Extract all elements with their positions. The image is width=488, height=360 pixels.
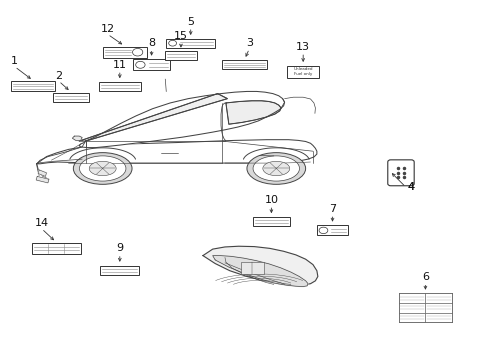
Text: 1: 1 — [11, 56, 18, 66]
Bar — [240, 262, 264, 274]
Circle shape — [168, 40, 176, 46]
Text: 5: 5 — [187, 17, 194, 27]
Text: 13: 13 — [296, 42, 309, 52]
Ellipse shape — [73, 153, 132, 184]
Bar — [99, 82, 141, 91]
Bar — [165, 51, 196, 60]
Bar — [398, 293, 425, 303]
Bar — [398, 293, 451, 322]
Text: 4: 4 — [407, 182, 413, 192]
Circle shape — [132, 49, 142, 56]
Polygon shape — [79, 94, 227, 141]
Polygon shape — [212, 256, 307, 287]
Text: 9: 9 — [116, 243, 123, 253]
Ellipse shape — [79, 156, 126, 181]
Polygon shape — [203, 246, 317, 285]
Text: 12: 12 — [101, 24, 114, 34]
Text: 3: 3 — [245, 38, 252, 48]
Ellipse shape — [263, 161, 289, 176]
Polygon shape — [38, 170, 46, 176]
Text: 2: 2 — [55, 71, 62, 81]
Circle shape — [319, 227, 327, 234]
Bar — [425, 312, 451, 322]
Polygon shape — [79, 91, 284, 148]
FancyBboxPatch shape — [387, 160, 413, 186]
Circle shape — [136, 61, 145, 68]
Bar — [425, 303, 451, 312]
Bar — [100, 266, 139, 274]
Text: 11: 11 — [113, 60, 126, 70]
Polygon shape — [37, 140, 316, 164]
Bar — [32, 243, 81, 254]
Bar — [398, 312, 425, 322]
Ellipse shape — [89, 161, 116, 176]
Text: 7: 7 — [328, 204, 335, 214]
Bar — [133, 59, 170, 70]
Text: 14: 14 — [35, 218, 48, 228]
Text: 15: 15 — [174, 31, 187, 41]
Text: 4: 4 — [407, 182, 413, 192]
Bar — [166, 39, 215, 48]
Bar — [222, 60, 266, 69]
Bar — [102, 47, 146, 58]
Bar — [11, 81, 55, 91]
Bar — [425, 293, 451, 303]
Text: 10: 10 — [264, 195, 278, 205]
Bar — [316, 225, 348, 235]
Bar — [253, 217, 289, 226]
Polygon shape — [36, 176, 49, 183]
Bar — [52, 93, 89, 102]
Bar — [287, 66, 319, 78]
Text: Unleaded
Fuel only: Unleaded Fuel only — [293, 67, 312, 76]
Text: 8: 8 — [148, 38, 155, 48]
Ellipse shape — [253, 156, 299, 181]
Polygon shape — [225, 101, 281, 124]
Text: 6: 6 — [421, 272, 428, 282]
Polygon shape — [72, 136, 82, 140]
Ellipse shape — [246, 153, 305, 184]
Bar — [398, 303, 425, 312]
